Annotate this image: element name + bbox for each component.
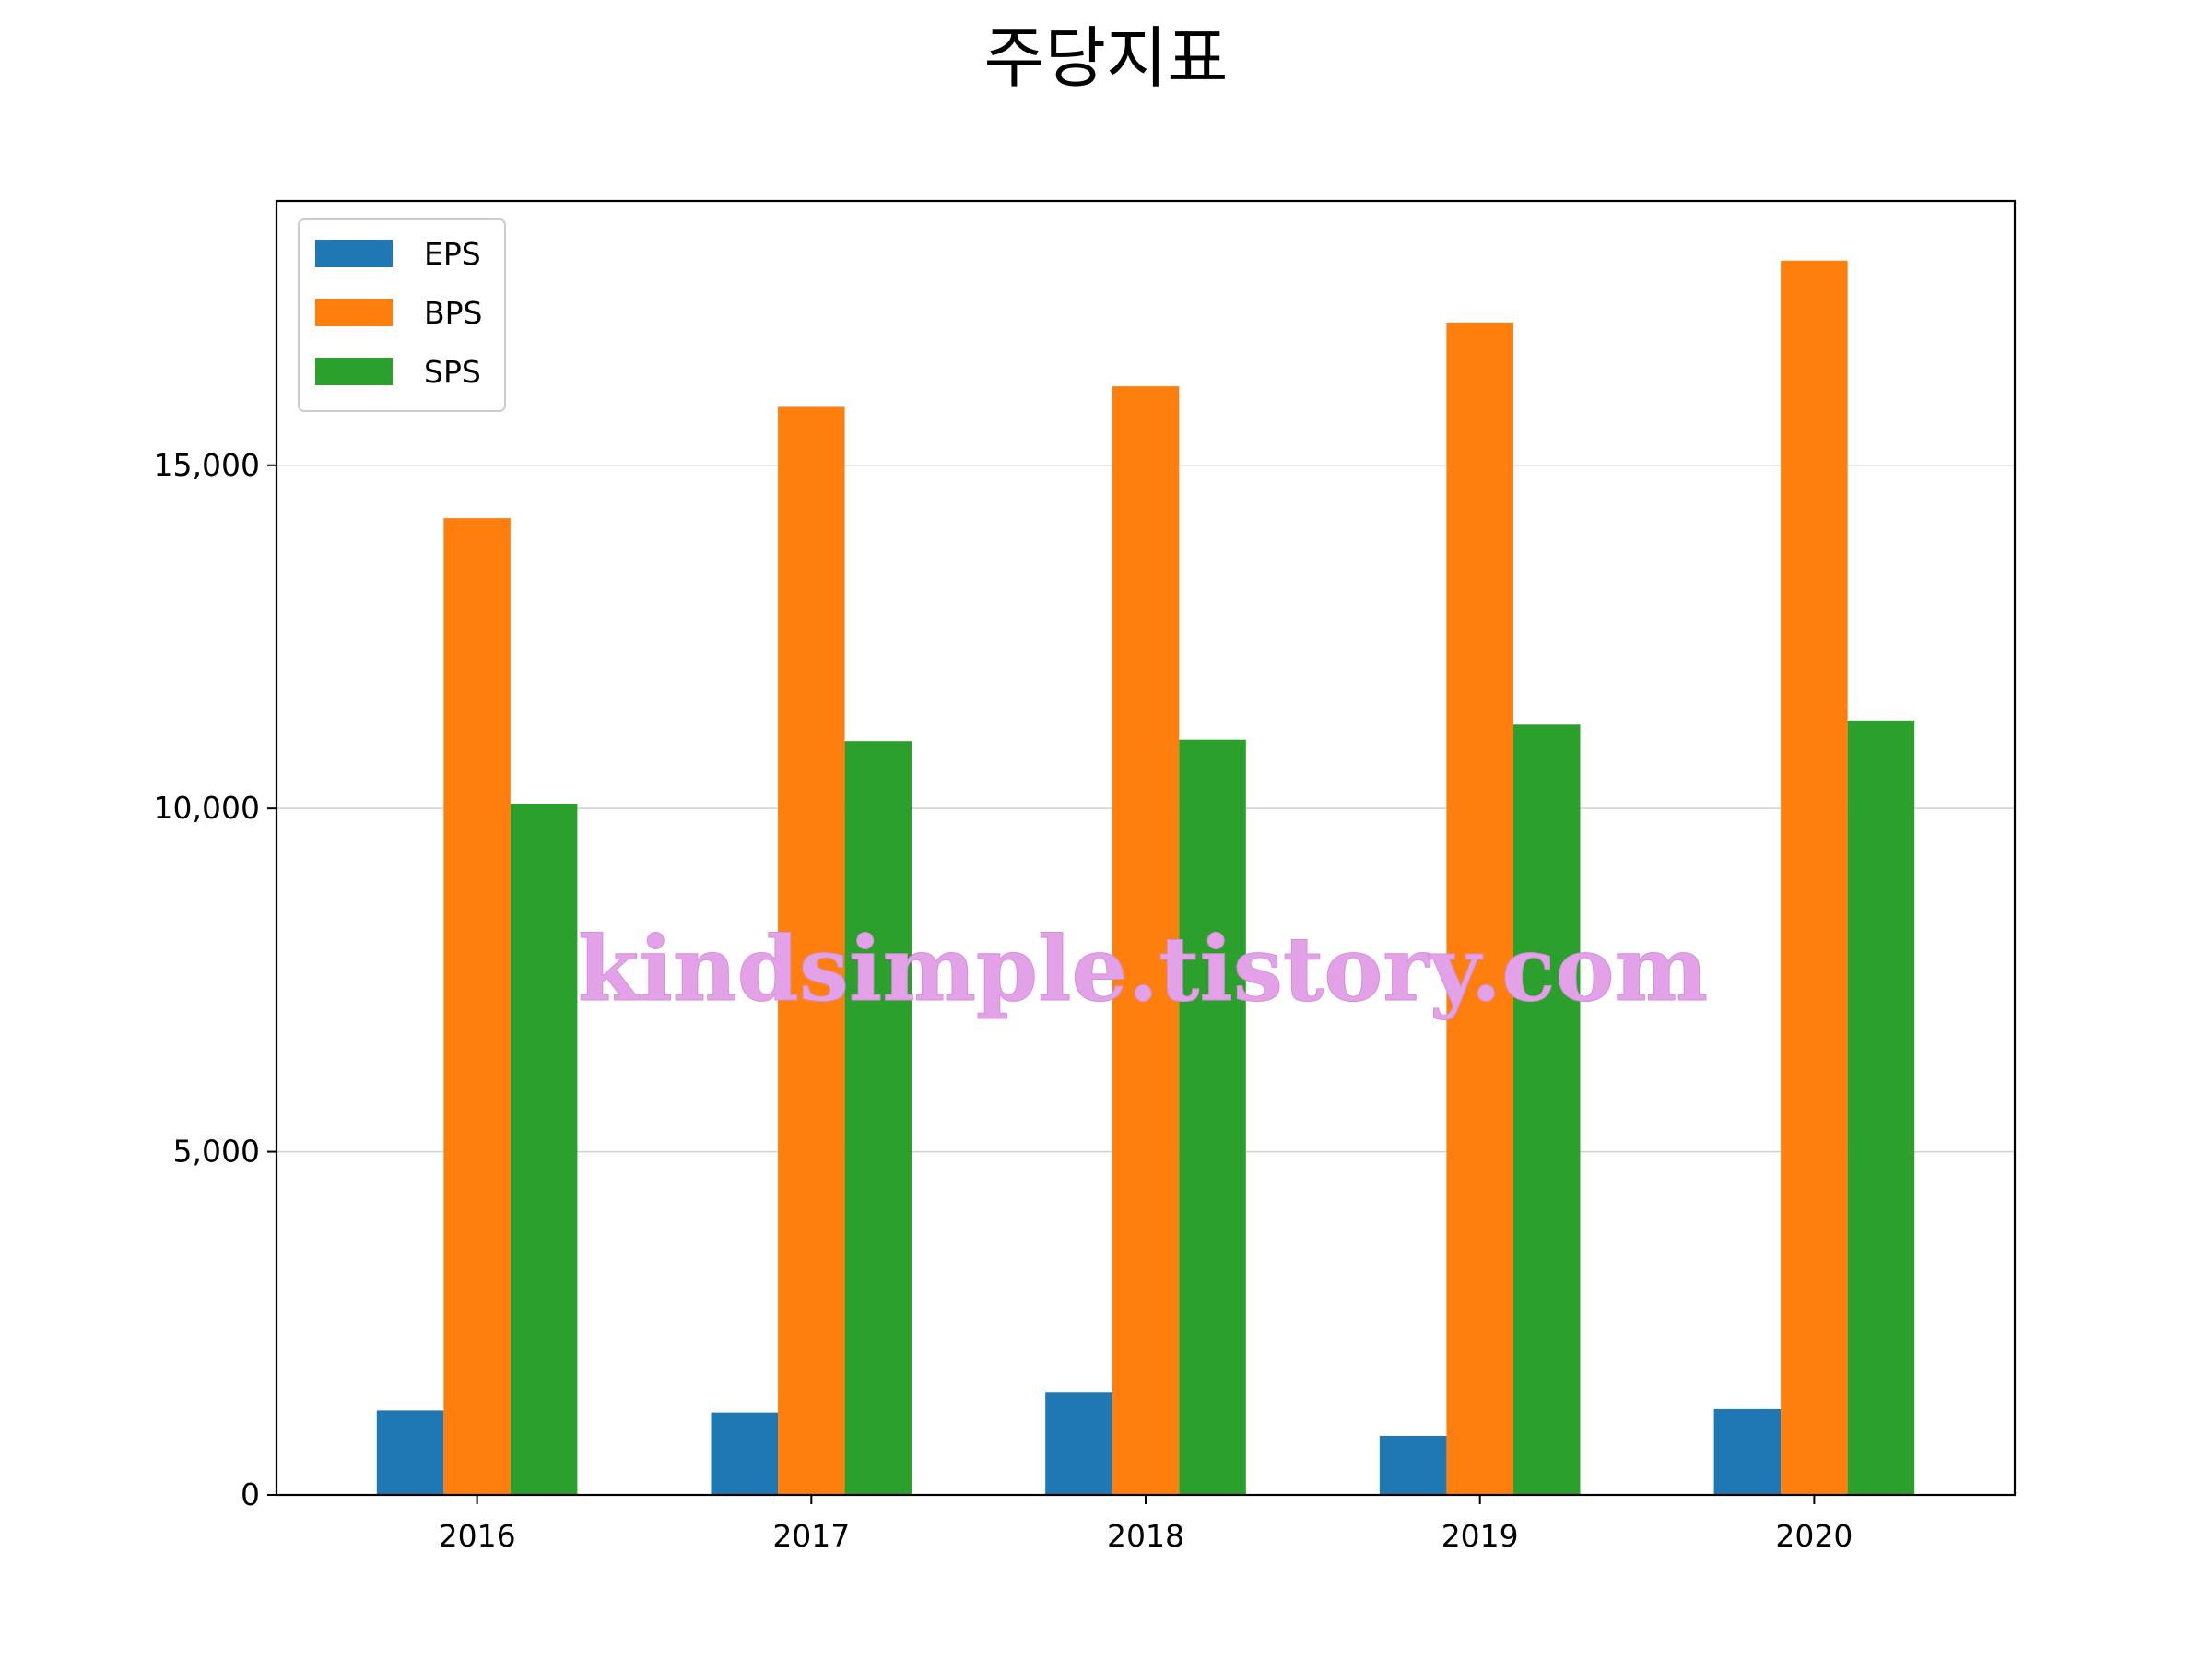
x-tick-label: 2018	[1107, 1518, 1184, 1554]
x-tick-label: 2019	[1441, 1518, 1519, 1554]
bar-eps-2018	[1045, 1392, 1112, 1495]
y-tick-label: 5,000	[173, 1134, 260, 1170]
legend: EPS BPS SPS	[298, 218, 506, 412]
legend-label-sps: SPS	[424, 354, 481, 390]
bars	[376, 260, 1915, 1496]
legend-swatch-bps	[315, 299, 393, 326]
bar-sps-2019	[1512, 724, 1581, 1495]
legend-label-eps: EPS	[424, 236, 481, 272]
bar-eps-2017	[711, 1412, 779, 1495]
axes: 0 5,000 10,000 15,000 2016 2017 2018 2019 2020	[154, 199, 2017, 1554]
bar-sps-2017	[844, 741, 912, 1495]
bar-sps-2016	[510, 803, 578, 1495]
bar-eps-2020	[1713, 1408, 1782, 1495]
bar-eps-2019	[1379, 1435, 1447, 1495]
bar-eps-2016	[376, 1410, 444, 1495]
legend-swatch-sps	[315, 358, 393, 385]
bar-bps-2016	[443, 518, 511, 1495]
legend-label-bps: BPS	[424, 295, 483, 331]
watermark: kindsimple.tistory.com	[578, 917, 1708, 1021]
bar-sps-2020	[1847, 720, 1915, 1495]
legend-swatch-eps	[315, 240, 393, 267]
y-tick-label: 15,000	[154, 447, 260, 483]
bar-bps-2017	[778, 406, 845, 1496]
x-tick-label: 2017	[772, 1518, 850, 1554]
bar-sps-2018	[1179, 739, 1246, 1495]
y-tick-label: 10,000	[154, 790, 260, 826]
bar-bps-2019	[1446, 322, 1513, 1495]
bar-bps-2020	[1781, 260, 1848, 1495]
bar-bps-2018	[1112, 386, 1180, 1495]
y-tick-label: 0	[241, 1477, 260, 1512]
x-tick-label: 2016	[439, 1518, 516, 1554]
chart-title: 주당지표	[984, 19, 1229, 97]
x-tick-label: 2020	[1775, 1518, 1853, 1554]
